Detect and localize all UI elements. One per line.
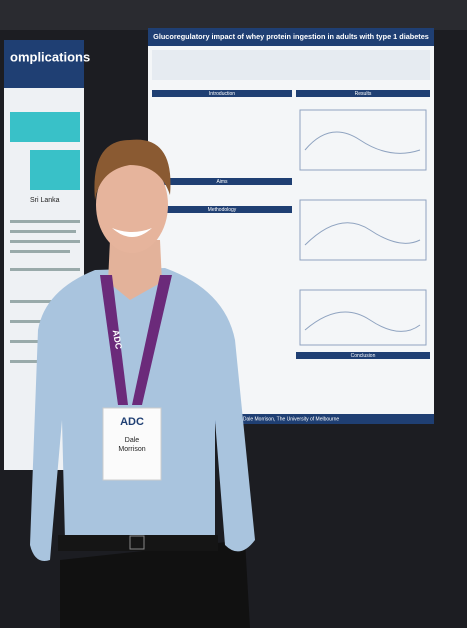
section-heading: Results <box>355 91 372 97</box>
lanyard-text: ADC <box>111 329 124 350</box>
neck <box>108 240 162 300</box>
author-band <box>152 50 430 80</box>
section-heading: Introduction <box>209 91 235 97</box>
wall <box>0 0 467 30</box>
badge <box>102 407 162 481</box>
section-bar <box>152 178 292 185</box>
belt <box>58 535 218 551</box>
person: ADC ADC Dale Morrison <box>30 139 255 628</box>
poster-header <box>148 28 434 46</box>
badge-first-name: Dale <box>125 437 140 444</box>
lanyard <box>132 275 172 405</box>
section-heading: Methodology <box>208 207 237 213</box>
poster-footer <box>148 414 434 424</box>
main-poster: Glucoregulatory impact of whey protein i… <box>148 28 434 424</box>
left-poster-country: Sri Lanka <box>30 197 60 204</box>
section-bar <box>296 352 430 359</box>
section-bar <box>152 206 292 213</box>
buckle <box>129 535 145 550</box>
poster-title: Glucoregulatory impact of whey protein i… <box>153 32 429 41</box>
lanyard <box>100 275 128 405</box>
left-poster: omplications Sri Lanka <box>4 40 90 470</box>
section-bar <box>152 90 292 97</box>
badge-logo: ADC <box>120 416 144 428</box>
section-heading: Aims <box>216 179 228 185</box>
box <box>30 150 80 190</box>
figures <box>299 109 427 346</box>
trousers <box>60 540 250 628</box>
section-heading: Conclusion <box>351 353 376 359</box>
smile <box>112 228 152 237</box>
hair <box>94 139 171 200</box>
left-poster-title: omplications <box>10 49 90 64</box>
badge-last-name: Morrison <box>118 446 145 453</box>
poster-footer-text: Dale Morrison, The University of Melbour… <box>243 416 340 422</box>
poster-header <box>4 40 84 88</box>
box <box>10 112 80 142</box>
section-bar <box>296 90 430 97</box>
